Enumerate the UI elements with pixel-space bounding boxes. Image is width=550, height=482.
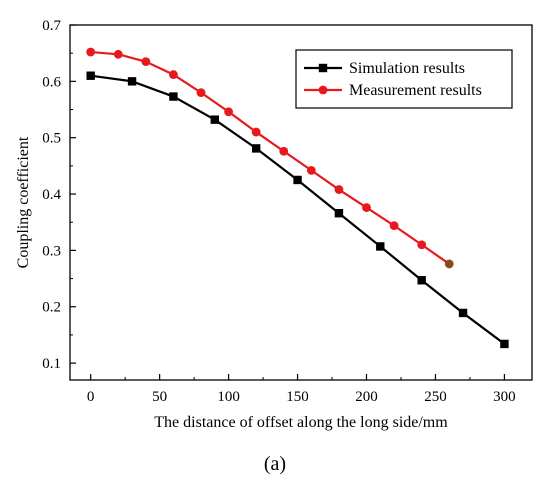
data-point	[444, 259, 454, 269]
y-tick-label: 0.3	[42, 243, 61, 259]
data-point	[458, 308, 468, 318]
series-line	[90, 50, 450, 265]
x-tick-label: 300	[493, 389, 516, 405]
axis-ticks: 0 50 100 150 200 250 300 0.1 0.2 0.3 0.4 0.5 0.6 0.7	[42, 18, 515, 405]
y-tick-label: 0.4	[42, 187, 61, 203]
legend-label: Measurement results	[349, 82, 482, 99]
data-point	[127, 77, 137, 86]
data-point	[251, 144, 261, 153]
plot-area	[69, 24, 533, 381]
x-tick-label: 100	[217, 389, 240, 405]
series-line	[90, 74, 506, 345]
data-point	[306, 165, 316, 175]
series-1	[86, 47, 454, 269]
data-point	[141, 57, 151, 67]
data-point	[293, 175, 302, 185]
legend: Simulation results Measurement results	[295, 49, 513, 109]
legend-box	[295, 49, 513, 109]
x-tick-label: 0	[87, 389, 95, 405]
y-tick-label: 0.1	[42, 356, 61, 372]
figure-caption: (a)	[264, 453, 286, 475]
y-axis-label: Coupling coefficient	[15, 136, 32, 268]
series-0	[86, 71, 509, 349]
data-point	[389, 221, 399, 231]
plot-frame	[69, 24, 533, 381]
x-axis-label: The distance of offset along the long si…	[154, 414, 448, 431]
data-point	[113, 49, 123, 59]
data-point	[417, 240, 427, 250]
data-point	[417, 276, 426, 285]
data-point	[279, 146, 289, 156]
data-point	[500, 339, 509, 349]
legend-marker	[318, 63, 328, 73]
data-point	[362, 203, 371, 212]
data-point	[169, 70, 178, 79]
y-tick-label: 0.6	[42, 74, 61, 90]
data-point	[376, 242, 385, 251]
data-point	[224, 107, 233, 117]
data-point	[86, 47, 96, 57]
legend-label: Simulation results	[349, 60, 465, 77]
legend-marker	[318, 85, 328, 95]
data-point	[196, 88, 206, 98]
data-point	[86, 71, 95, 80]
data-point	[334, 185, 344, 194]
y-tick-label: 0.5	[42, 131, 61, 147]
x-tick-label: 50	[152, 389, 167, 405]
x-tick-label: 200	[355, 389, 378, 405]
y-tick-label: 0.7	[42, 18, 61, 34]
x-tick-label: 250	[424, 389, 447, 405]
y-tick-label: 0.2	[42, 300, 61, 316]
data-point	[169, 92, 178, 101]
data-point	[210, 115, 220, 124]
series-group	[86, 47, 509, 349]
data-point	[251, 127, 261, 137]
x-tick-label: 150	[286, 389, 309, 405]
data-point	[334, 209, 344, 218]
